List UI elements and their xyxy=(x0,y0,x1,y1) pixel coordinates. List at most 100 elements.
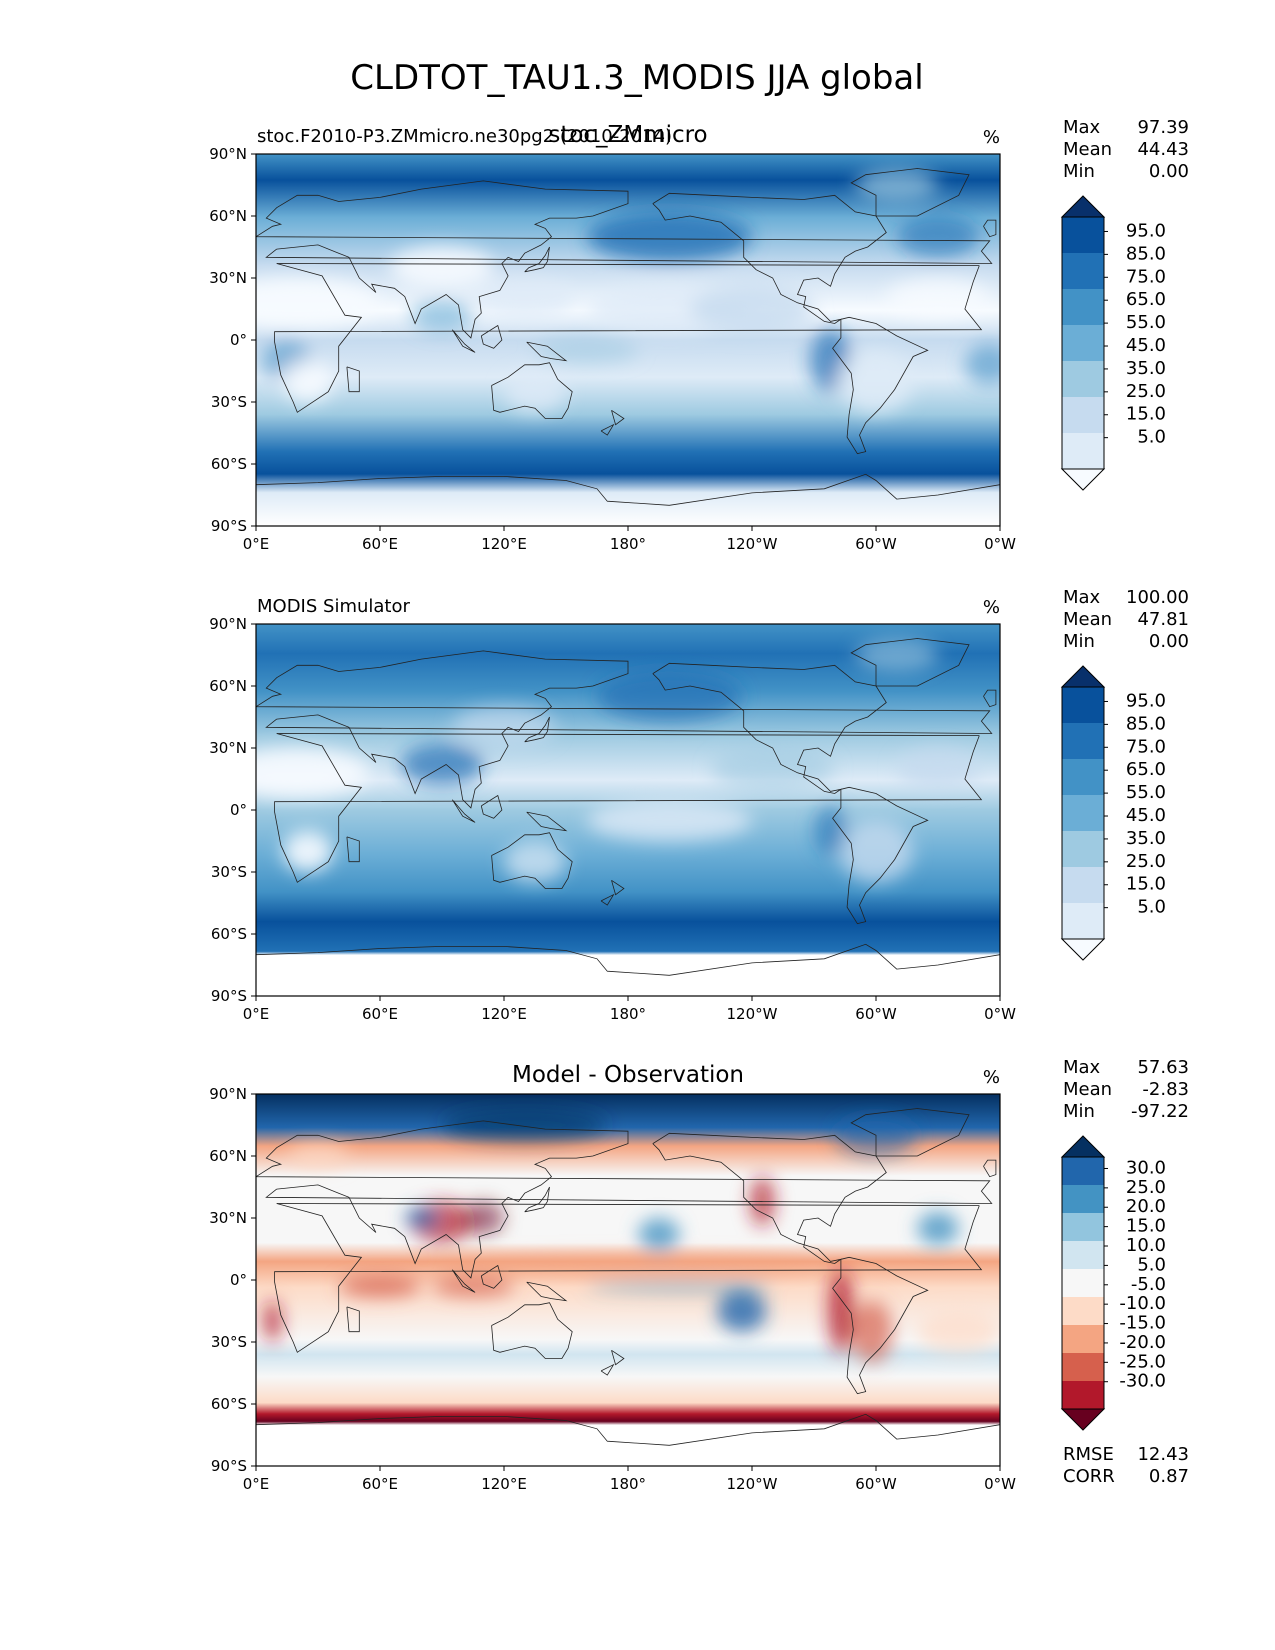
colorbar-segment xyxy=(1062,289,1104,326)
colorbar-segment xyxy=(1062,723,1104,760)
stat-value: 0.00 xyxy=(1149,631,1189,652)
y-tick-label: 60°S xyxy=(211,455,247,473)
map-feature xyxy=(256,748,370,798)
colorbar-tick-label: 65.0 xyxy=(1126,759,1166,780)
colorbar-frame xyxy=(1061,686,1105,940)
map-feature xyxy=(256,278,380,328)
coastline xyxy=(526,811,568,832)
x-tick-label: 0°W xyxy=(984,1005,1016,1023)
map-feature xyxy=(338,1275,422,1297)
map-feature xyxy=(452,706,556,748)
colorbar-tick-label: 85.0 xyxy=(1126,713,1166,734)
map-feature xyxy=(400,743,484,786)
map-feature xyxy=(814,805,848,856)
colorbar-segment xyxy=(1062,1241,1104,1270)
colorbar-segment xyxy=(1062,433,1104,470)
map-feature xyxy=(390,246,494,289)
y-tick-label: 0° xyxy=(230,1271,247,1289)
y-tick-label: 90°N xyxy=(209,145,247,163)
map-feature xyxy=(504,371,566,413)
stat-label: Max xyxy=(1063,117,1101,138)
coastline xyxy=(600,1363,615,1376)
map-feature xyxy=(586,211,752,262)
panel-reference: 0°E 60°E 120°E 180° 120°W 60°W 0°W 90°N 60°N 30°N… xyxy=(209,587,1189,1023)
y-tick-label: 60°N xyxy=(209,207,247,225)
map-feature xyxy=(431,1275,515,1297)
x-tick-label: 120°E xyxy=(481,535,527,553)
map-feature xyxy=(586,799,752,841)
colorbar-tick-label: 25.0 xyxy=(1126,1177,1166,1198)
coastlines xyxy=(256,1108,1000,1446)
colorbar-segment xyxy=(1062,759,1104,796)
panel-center-title: stoc_ZMmicro xyxy=(548,122,707,148)
colorbar-segment xyxy=(1062,1213,1104,1242)
map-feature xyxy=(896,748,980,790)
x-tick-label: 180° xyxy=(610,1475,646,1493)
coastline xyxy=(850,638,970,687)
coastline xyxy=(346,1306,360,1333)
y-tick-label: 60°S xyxy=(211,925,247,943)
x-tick-label: 60°W xyxy=(855,1475,897,1493)
colorbar-tick-label: 5.0 xyxy=(1137,427,1166,448)
panel-left-title: MODIS Simulator xyxy=(257,596,410,617)
x-tick-label: 120°W xyxy=(727,1005,778,1023)
coastline xyxy=(491,1302,573,1359)
coastline xyxy=(480,324,503,349)
colorbar-segment xyxy=(1062,1381,1104,1410)
stat-label: Mean xyxy=(1063,609,1112,630)
stat-value: -2.83 xyxy=(1142,1079,1189,1100)
stat-label: Min xyxy=(1063,631,1095,652)
x-tick-label: 0°E xyxy=(243,1475,270,1493)
coastline xyxy=(850,1108,970,1157)
map-feature xyxy=(851,1300,893,1363)
coastline xyxy=(652,662,929,925)
panel-center-title: Model - Observation xyxy=(512,1062,744,1088)
colorbar-segment xyxy=(1062,361,1104,398)
x-tick-label: 180° xyxy=(610,535,646,553)
coastline xyxy=(274,263,983,413)
colorbar-tick-label: 30.0 xyxy=(1126,1157,1166,1178)
y-tick-label: 30°S xyxy=(211,393,247,411)
map-feature xyxy=(282,830,333,872)
colorbar-tick-label: 10.0 xyxy=(1126,1235,1166,1256)
coastline xyxy=(491,832,573,889)
stat-label: Max xyxy=(1063,587,1101,608)
coastline xyxy=(526,341,568,362)
stat-label: Min xyxy=(1063,161,1095,182)
map-feature xyxy=(282,360,333,403)
coastline xyxy=(256,473,1000,506)
figure-title: CLDTOT_TAU1.3_MODIS JJA global xyxy=(350,58,923,98)
map-feature xyxy=(828,1269,854,1353)
coastline xyxy=(524,246,550,273)
y-tick-label: 30°N xyxy=(209,739,247,757)
stat-label: Mean xyxy=(1063,1079,1112,1100)
map-feature xyxy=(917,1311,1000,1353)
colorbar-segment xyxy=(1062,1325,1104,1354)
colorbar-tick-label: 15.0 xyxy=(1126,1216,1166,1237)
colorbar-extend-bottom xyxy=(1060,468,1106,491)
stat-label: Mean xyxy=(1063,139,1112,160)
colorbar-tick-label: 45.0 xyxy=(1126,805,1166,826)
map-feature xyxy=(710,748,835,790)
colorbar-extend-top xyxy=(1060,195,1106,218)
coastline xyxy=(346,836,360,863)
coastline xyxy=(652,1132,929,1395)
colorbar-segment xyxy=(1062,687,1104,724)
coastline xyxy=(611,879,625,896)
coastline xyxy=(274,733,983,883)
map-feature xyxy=(917,1211,959,1245)
coastline xyxy=(451,1269,476,1293)
x-tick-label: 60°E xyxy=(362,1005,398,1023)
map-feature xyxy=(462,1201,505,1235)
coastline xyxy=(256,1413,1000,1446)
coastline xyxy=(524,1186,550,1213)
map-feature xyxy=(716,1290,767,1332)
coastline xyxy=(346,366,360,393)
colorbar-tick-label: 15.0 xyxy=(1126,874,1166,895)
colorbar-tick-label: 35.0 xyxy=(1126,358,1166,379)
map-feature xyxy=(838,820,914,883)
colorbar-segment xyxy=(1062,903,1104,940)
coastline xyxy=(652,192,929,455)
panel-left-title: stoc.F2010-P3.ZMmicro.ne30pg2 (2010-2014… xyxy=(257,126,672,147)
